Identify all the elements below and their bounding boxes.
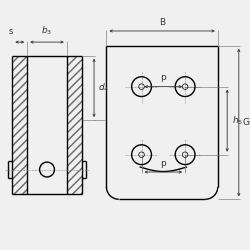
Bar bbox=[67, 56, 82, 194]
Text: G: G bbox=[242, 118, 250, 127]
Text: B: B bbox=[159, 18, 165, 26]
Text: $b_3$: $b_3$ bbox=[42, 24, 52, 37]
Text: s: s bbox=[9, 27, 13, 36]
Text: p: p bbox=[160, 159, 166, 168]
Text: $h_5$: $h_5$ bbox=[232, 114, 243, 127]
Bar bbox=[12, 56, 27, 194]
Text: $d_4$: $d_4$ bbox=[98, 82, 110, 94]
Text: p: p bbox=[160, 73, 166, 82]
